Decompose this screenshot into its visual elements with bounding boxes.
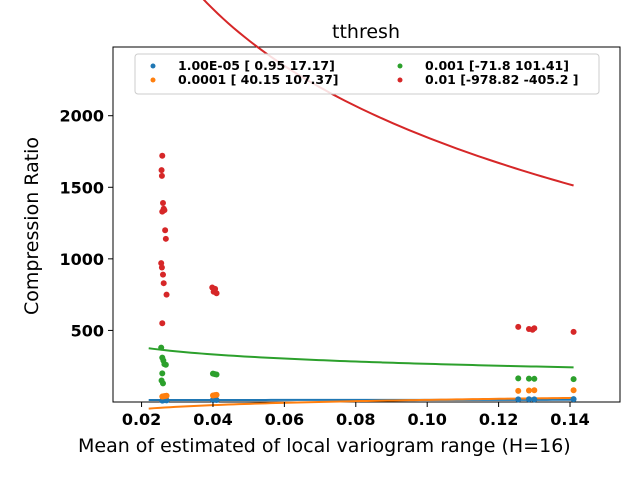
data-point <box>163 392 170 399</box>
fit-line <box>148 396 574 410</box>
data-point <box>525 396 532 403</box>
legend-marker <box>150 63 156 69</box>
y-tick-label: 500 <box>71 321 104 340</box>
data-point <box>162 361 169 368</box>
x-tick-label: 0.08 <box>336 410 375 429</box>
data-point <box>213 396 220 403</box>
x-tick-label: 0.10 <box>407 410 446 429</box>
fit-lines <box>148 0 574 410</box>
data-point <box>163 291 170 298</box>
data-point <box>160 280 167 287</box>
x-tick-label: 0.02 <box>122 410 161 429</box>
chart-title: tthresh <box>332 21 400 43</box>
data-point <box>159 200 166 207</box>
legend-entry: 0.0001 [ 40.15 107.37] <box>178 72 339 87</box>
data-point <box>531 387 538 394</box>
data-point <box>162 235 169 242</box>
legend-marker <box>150 77 156 83</box>
data-point <box>570 376 577 383</box>
fit-line <box>148 347 574 369</box>
x-tick-label: 0.14 <box>550 410 589 429</box>
data-point <box>158 344 165 351</box>
data-point <box>161 207 168 214</box>
legend-marker <box>397 63 403 69</box>
legend-entry: 1.00E-05 [ 0.95 17.17] <box>178 58 335 73</box>
x-axis-ticks: 0.02 0.04 0.06 0.08 0.10 0.12 0.14 <box>122 402 590 429</box>
data-point <box>531 396 538 403</box>
y-tick-label: 2000 <box>59 107 104 126</box>
fit-line <box>202 0 574 187</box>
data-point <box>159 271 166 278</box>
x-axis-label: Mean of estimated of local variogram ran… <box>78 435 571 457</box>
data-point <box>213 391 220 398</box>
data-point <box>515 375 522 382</box>
plot-frame <box>112 46 621 403</box>
data-point <box>158 172 165 179</box>
data-point <box>570 387 577 394</box>
data-point <box>515 387 522 394</box>
data-point <box>570 396 577 403</box>
data-point <box>525 375 532 382</box>
data-point <box>531 325 538 332</box>
legend: 1.00E-05 [ 0.95 17.17]0.0001 [ 40.15 107… <box>134 53 600 95</box>
data-point <box>159 380 166 387</box>
data-point <box>213 371 220 378</box>
legend-box <box>134 53 600 95</box>
data-points <box>158 152 577 404</box>
data-point <box>159 370 166 377</box>
data-point <box>158 167 165 174</box>
data-point <box>531 375 538 382</box>
data-point <box>570 328 577 335</box>
data-point <box>213 290 220 297</box>
x-tick-label: 0.12 <box>479 410 518 429</box>
y-axis-label: Compression Ratio <box>21 137 43 315</box>
data-point <box>515 323 522 330</box>
data-point <box>525 387 532 394</box>
data-point <box>515 396 522 403</box>
legend-entry: 0.01 [-978.82 -405.2 ] <box>425 72 578 87</box>
y-tick-label: 1500 <box>59 178 104 197</box>
data-point <box>158 264 165 271</box>
y-axis-ticks: 500 1000 1500 2000 <box>59 107 113 340</box>
data-point <box>159 320 166 327</box>
legend-entry: 0.001 [-71.8 101.41] <box>425 58 569 73</box>
y-tick-label: 1000 <box>59 250 104 269</box>
x-tick-label: 0.06 <box>265 410 304 429</box>
data-point <box>162 227 169 234</box>
x-tick-label: 0.04 <box>193 410 232 429</box>
data-point <box>159 152 166 159</box>
legend-marker <box>397 77 403 83</box>
